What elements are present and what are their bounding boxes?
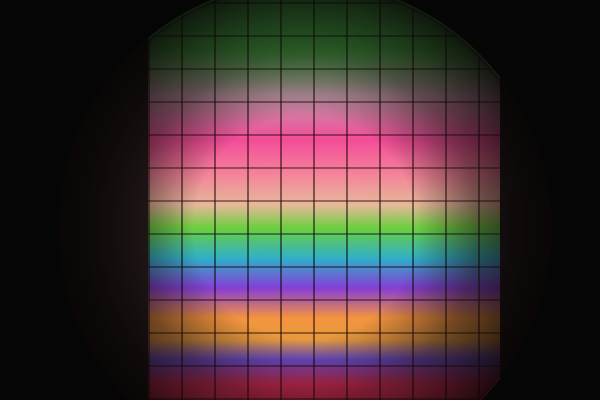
photo [0, 0, 600, 400]
wafer-edge-shading [0, 0, 600, 400]
